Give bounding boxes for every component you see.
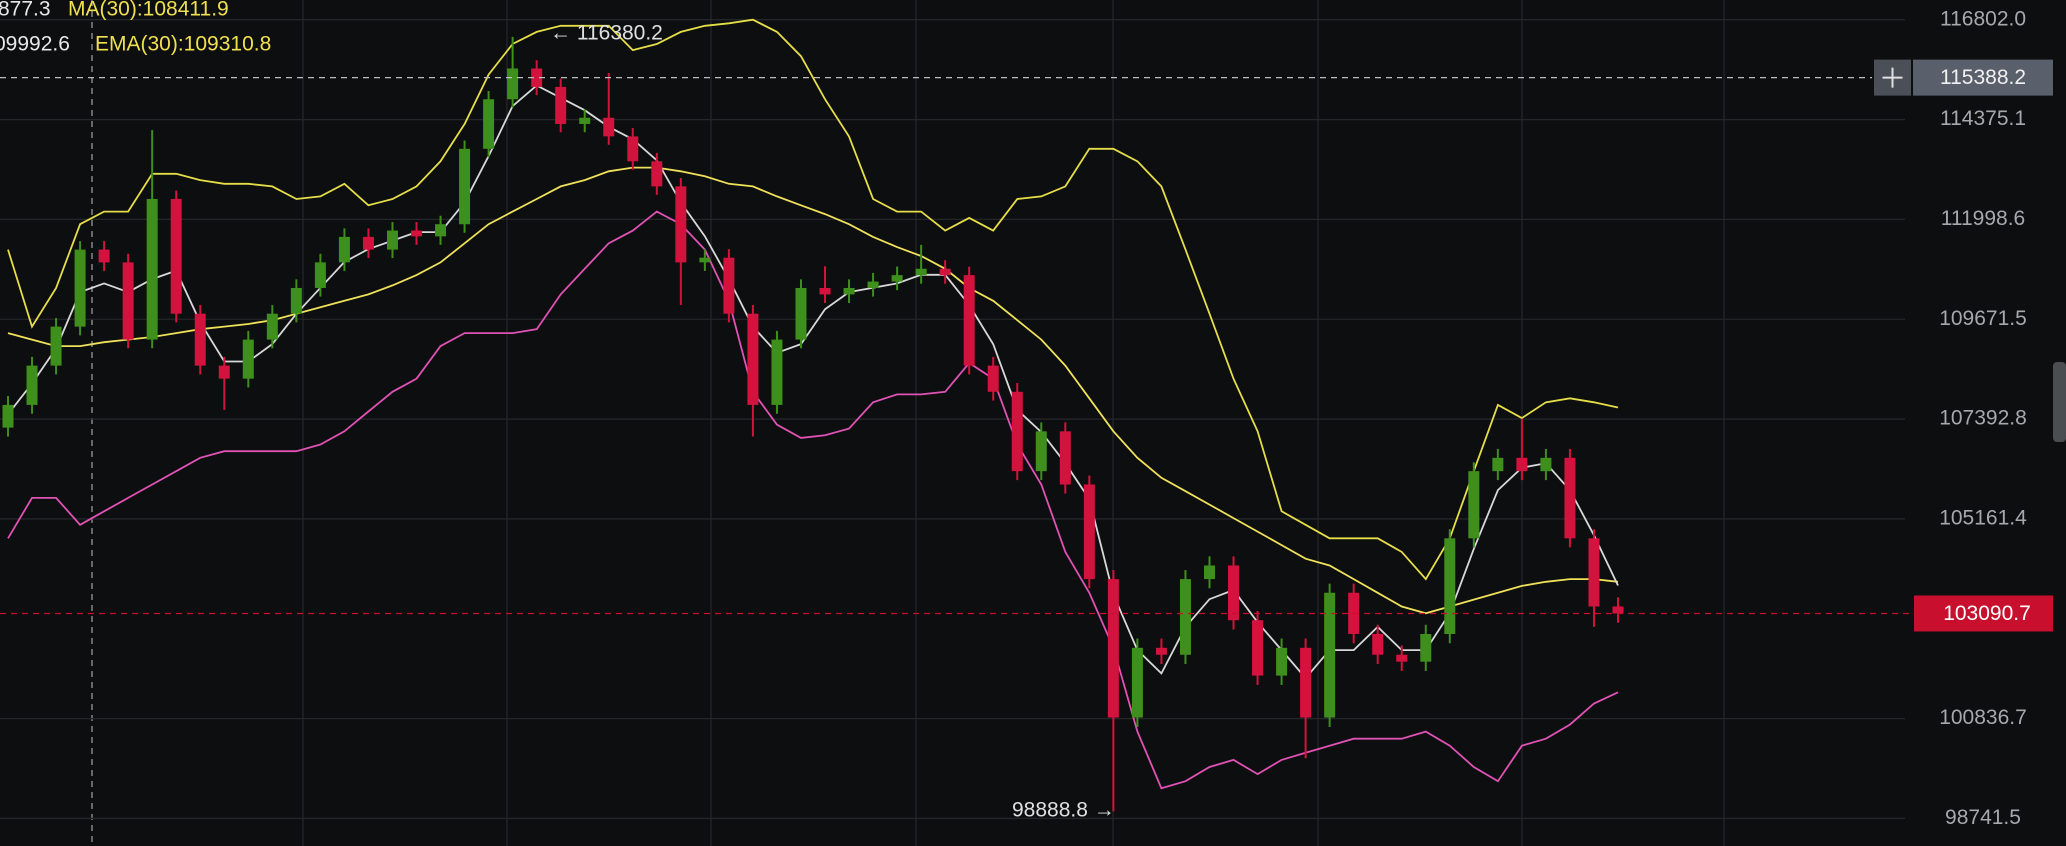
candle-body: [194, 313, 206, 366]
candle-body: [987, 365, 999, 392]
legend-text: EMA(30):109310.8: [95, 33, 271, 56]
candle-body: [1131, 647, 1143, 718]
y-tick-label: 98741.5: [1945, 806, 2021, 829]
candle-body: [603, 117, 615, 137]
candle-body: [939, 268, 951, 276]
candle-body: [1035, 431, 1047, 472]
candle-body: [1107, 579, 1119, 718]
crosshair-label: 115388.2: [1940, 66, 2026, 89]
min-label: 98888.8 →: [1012, 799, 1115, 822]
candle-body: [1372, 633, 1384, 655]
scroll-handle[interactable]: [2053, 362, 2066, 442]
candle-body: [1276, 647, 1288, 676]
candle-body: [507, 68, 519, 100]
last-price-label: 103090.7: [1943, 602, 2031, 625]
candle-body: [1468, 471, 1480, 539]
vertical-grid: [302, 0, 1725, 846]
candle-body: [1420, 633, 1432, 662]
candle-body: [675, 186, 687, 263]
candle-body: [242, 339, 254, 379]
candle-body: [1588, 538, 1600, 607]
candle-body: [170, 198, 182, 314]
max-label: ← 116380.2: [550, 22, 663, 45]
candle-body: [843, 287, 855, 295]
candle-body: [483, 99, 495, 149]
candle-body: [362, 236, 374, 250]
candle-body: [1564, 457, 1576, 539]
legend-text: 09992.6: [0, 33, 70, 56]
crosshair-label-box: [1913, 59, 2053, 96]
candle-body: [290, 287, 302, 314]
candle-body: [266, 313, 278, 340]
candle-body: [1203, 565, 1215, 580]
candle-body: [531, 68, 543, 87]
candle-body: [338, 236, 350, 263]
candle-body: [699, 257, 711, 263]
candle-body: [963, 275, 975, 366]
candle-body: [1516, 457, 1528, 472]
candle-body: [1300, 647, 1312, 718]
legend-text: MA(30):108411.9: [68, 0, 229, 21]
candle-body: [819, 287, 831, 295]
candle-body: [1444, 538, 1456, 634]
indicator-line: [7, 210, 1619, 790]
candle-body: [723, 257, 735, 314]
y-tick-label: 105161.4: [1939, 506, 2027, 529]
candle-body: [1540, 457, 1552, 472]
candle-body: [26, 365, 38, 405]
candle-body: [386, 230, 398, 250]
candle-body: [459, 148, 471, 225]
candle-body: [1155, 647, 1167, 655]
candle-body: [2, 404, 14, 428]
candle-body: [122, 262, 134, 340]
candle-body: [771, 339, 783, 405]
candle-body: [1612, 606, 1624, 614]
y-tick-label: 111998.6: [1941, 207, 2025, 230]
candle-body: [1492, 457, 1504, 472]
candle-body: [218, 365, 230, 379]
candle-body: [891, 275, 903, 282]
candle-body: [579, 117, 591, 124]
indicator-line: [7, 18, 1619, 581]
candle-body: [314, 262, 326, 288]
candle-body: [1252, 620, 1264, 676]
candle-body: [74, 249, 86, 327]
candle-body: [1396, 654, 1408, 662]
candle-body: [555, 86, 567, 124]
candle-body: [146, 198, 158, 340]
candle-body: [915, 268, 927, 276]
y-tick-label: 109671.5: [1939, 307, 2027, 330]
candle-body: [627, 136, 639, 162]
candle-body: [867, 281, 879, 288]
candle-body: [651, 161, 663, 187]
candle-body: [1228, 565, 1240, 621]
y-tick-label: 107392.8: [1939, 407, 2027, 430]
candle-body: [1011, 391, 1023, 472]
plus-icon: [1882, 67, 1903, 88]
candle-body: [747, 313, 759, 405]
candle-body: [1083, 484, 1095, 580]
legend-text: 877.3: [0, 0, 51, 21]
candle-body: [411, 230, 423, 237]
candle-body: [795, 287, 807, 340]
plot-layer: 116802.0 114375.1 111998.6 109671.5 107392.8…: [0, 0, 2053, 829]
y-tick-label: 100836.7: [1939, 706, 2027, 729]
candle-body: [1059, 431, 1071, 485]
candle-body: [98, 249, 110, 263]
candle-body: [1179, 579, 1191, 655]
candle-body: [50, 326, 62, 366]
last-price-box: [1914, 595, 2053, 632]
y-tick-label: 114375.1: [1940, 107, 2026, 130]
candle-body: [435, 224, 447, 237]
y-tick-label: 116802.0: [1940, 7, 2026, 30]
candle-body: [1324, 592, 1336, 718]
